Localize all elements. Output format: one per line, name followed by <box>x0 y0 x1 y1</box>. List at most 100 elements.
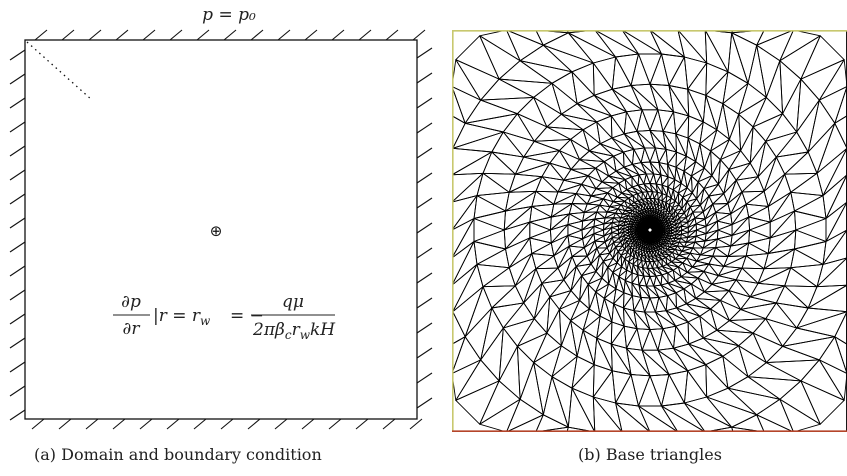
mesh-triangle <box>452 115 466 149</box>
mesh-triangle <box>568 238 585 249</box>
mesh-triangle <box>623 292 633 309</box>
mesh-triangle <box>769 191 795 223</box>
mesh-triangle <box>779 398 821 432</box>
mesh-triangle <box>661 176 669 188</box>
mesh-triangle <box>818 336 847 374</box>
hatch-mark <box>9 337 26 349</box>
mesh-triangle <box>533 126 572 142</box>
mesh-triangle <box>834 311 847 345</box>
mesh-triangle <box>763 156 786 192</box>
hatch-mark <box>416 147 433 159</box>
mesh-triangle <box>727 179 743 204</box>
mesh-triangle <box>626 328 643 351</box>
mesh-triangle <box>695 143 705 169</box>
mesh-triangle <box>586 247 598 265</box>
mesh-triangle <box>687 315 704 339</box>
mesh-triangle <box>611 85 643 111</box>
hatch-mark <box>196 29 210 41</box>
mesh-triangle <box>633 296 646 313</box>
mesh-triangle <box>745 203 769 218</box>
mesh-triangle <box>502 131 535 158</box>
mesh-triangle <box>464 307 493 361</box>
mesh-triangle <box>740 296 777 310</box>
mesh-triangle <box>558 138 581 161</box>
mesh-triangle <box>542 44 594 73</box>
mesh-triangle <box>735 267 759 284</box>
mesh-triangle <box>549 162 572 181</box>
mesh-triangle <box>825 201 847 242</box>
mesh-triangle <box>498 78 553 98</box>
mesh-triangle <box>834 115 847 149</box>
mesh-triangle <box>703 183 719 197</box>
mesh-triangle <box>519 44 573 73</box>
hatch-mark <box>9 193 26 205</box>
mesh-triangle <box>516 96 548 128</box>
hatch-mark <box>61 29 75 41</box>
mesh-triangle <box>576 94 612 117</box>
mesh-triangle <box>715 211 732 222</box>
hatch-mark <box>355 418 369 430</box>
hatch-mark <box>274 418 288 430</box>
mesh-triangle <box>706 387 758 416</box>
mesh-triangle <box>514 253 537 287</box>
hatch-mark <box>385 29 399 41</box>
eq-rhs-denominator: 2πβcrwkH <box>252 320 336 342</box>
domain-diagram: p = p₀ ⊕ ∂p ∂r |r = rw = − qμ 2πβcrwkH <box>9 5 433 430</box>
mesh-triangle <box>596 121 613 145</box>
mesh-triangle <box>638 53 662 85</box>
mesh-triangle <box>727 387 781 416</box>
mesh-triangle <box>529 206 552 223</box>
mesh-triangle <box>615 166 633 178</box>
hatch-mark <box>416 172 433 184</box>
mesh-triangle <box>541 176 565 193</box>
mesh-triangle <box>704 30 733 73</box>
mesh-outer-boundary <box>452 30 847 432</box>
well-icon: ⊕ <box>210 222 223 240</box>
mesh-triangle <box>596 211 608 219</box>
mesh-triangle <box>655 274 663 286</box>
mesh-triangle <box>636 328 651 351</box>
hatch-mark <box>9 385 26 397</box>
mesh-triangle <box>452 286 484 338</box>
hatch-mark <box>277 29 291 41</box>
mesh-triangle <box>782 327 836 347</box>
mesh-triangle <box>567 30 617 58</box>
no-flow-boundary-hatching <box>9 29 433 430</box>
mesh-triangle <box>533 362 553 416</box>
caption-b: (b) Base triangles <box>578 445 722 464</box>
hatch-mark <box>193 418 207 430</box>
mesh-triangle <box>800 380 845 425</box>
mesh-triangle <box>719 299 742 322</box>
eq-rhs-numerator: qμ <box>282 292 304 312</box>
mesh-triangle <box>807 99 836 153</box>
mesh-triangle <box>567 213 584 226</box>
mesh-triangle <box>581 263 597 277</box>
hatch-mark <box>416 72 433 84</box>
mesh-triangle <box>588 143 615 157</box>
caption-a: (a) Domain and boundary condition <box>34 445 322 464</box>
mesh-triangle <box>716 103 730 140</box>
mesh-triangle <box>529 216 552 231</box>
mesh-triangle <box>516 332 548 364</box>
mesh-triangle <box>675 115 690 139</box>
mesh-triangle <box>816 147 847 197</box>
mesh-triangle <box>452 311 466 345</box>
mesh-triangle <box>535 190 559 205</box>
mesh-triangle <box>782 78 802 133</box>
mesh-triangle <box>464 286 493 338</box>
hatch-mark <box>220 418 234 430</box>
mesh-triangle <box>649 83 674 113</box>
hatch-mark <box>301 418 315 430</box>
mesh-triangle <box>599 137 624 153</box>
mesh-triangle <box>649 109 664 132</box>
mesh-triangle <box>822 147 847 197</box>
mesh-triangle <box>596 315 613 339</box>
mesh-triangle <box>667 282 685 294</box>
hatch-mark <box>9 97 26 109</box>
mesh-triangle <box>479 380 521 425</box>
mesh-triangle <box>775 285 809 309</box>
hatch-mark <box>358 29 372 41</box>
hatch-mark <box>9 241 26 253</box>
mesh-triangle <box>638 375 662 407</box>
hatch-mark <box>9 169 26 181</box>
